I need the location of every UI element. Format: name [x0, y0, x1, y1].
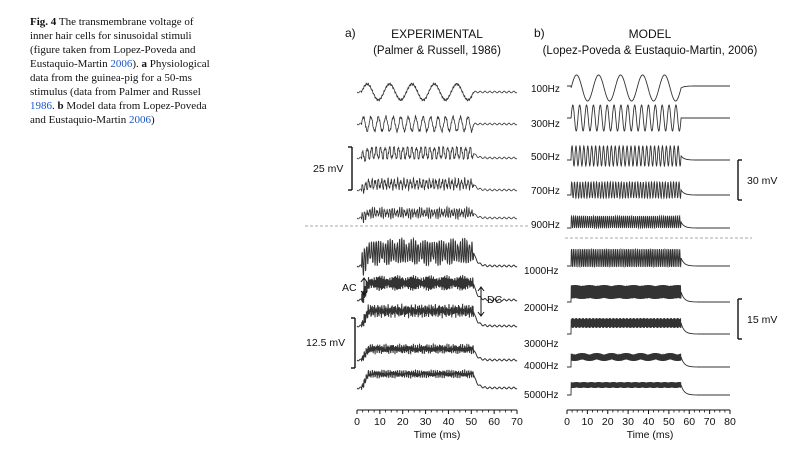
axis-tick-label: 0	[564, 416, 570, 428]
freq-label-900: 900Hz	[531, 220, 560, 231]
experimental-trace-700Hz	[356, 176, 518, 194]
axis-tick-label: 40	[643, 416, 655, 428]
axis-tick-label: 0	[354, 416, 360, 428]
figure-label: Fig. 4	[30, 16, 57, 28]
axis-tick-label: 50	[465, 416, 477, 428]
panel-a-traces	[356, 82, 518, 390]
axis-tick-label: 10	[374, 416, 386, 428]
axis-tick-label: 50	[663, 416, 675, 428]
experimental-trace-900Hz	[356, 205, 518, 223]
caption-text-1: The transmembrane voltage of inner hair …	[30, 16, 196, 70]
panel-a-title: EXPERIMENTAL	[391, 27, 483, 41]
scale-bar-b-top: 30 mV	[737, 159, 777, 201]
axis-tick-label: 10	[582, 416, 594, 428]
dc-annotation: DC	[477, 286, 503, 317]
model-trace-5000Hz	[567, 381, 730, 396]
freq-label-500: 500Hz	[531, 152, 560, 163]
axis-tick-label: 20	[602, 416, 614, 428]
model-trace-1000Hz	[567, 247, 730, 269]
panel-a-subtitle: (Palmer & Russell, 1986)	[373, 45, 501, 57]
panel-a-label: a)	[345, 26, 356, 40]
freq-label-5000: 5000Hz	[524, 390, 558, 401]
axis-tick-label: 30	[622, 416, 634, 428]
experimental-trace-4000Hz	[356, 343, 518, 362]
scale-bar-a-top: 25 mV	[313, 146, 353, 191]
ac-label: AC	[342, 282, 357, 294]
model-trace-500Hz	[567, 144, 730, 168]
caption-a-label: a	[141, 58, 148, 70]
scale-label-a-top: 25 mV	[313, 163, 343, 175]
axis-tick-label: 70	[704, 416, 716, 428]
axis-tick-label: 80	[724, 416, 736, 428]
scale-bar-a-bottom: 12.5 mV	[306, 317, 356, 369]
panel-b-subtitle: (Lopez-Poveda & Eustaquio-Martin, 2006)	[543, 45, 758, 57]
experimental-trace-100Hz	[356, 82, 518, 102]
model-trace-700Hz	[567, 180, 730, 200]
freq-label-3000: 3000Hz	[524, 339, 558, 350]
experimental-trace-2000Hz	[356, 274, 518, 303]
panel-a-x-axis: 0 10 20 30 40 50 60 70	[354, 409, 523, 428]
axis-tick-label: 60	[488, 416, 500, 428]
scale-label-a-bottom: 12.5 mV	[306, 337, 345, 349]
axis-tick-label: 60	[683, 416, 695, 428]
experimental-trace-300Hz	[356, 114, 518, 134]
caption-text-3: Physiological data from the guinea-pig f…	[30, 58, 210, 98]
model-trace-2000Hz	[567, 284, 730, 303]
model-trace-4000Hz	[567, 352, 730, 368]
freq-label-2000: 2000Hz	[524, 303, 558, 314]
freq-label-300: 300Hz	[531, 119, 560, 130]
freq-label-700: 700Hz	[531, 186, 560, 197]
freq-label-1000: 1000Hz	[524, 266, 558, 277]
panel-b-traces	[567, 74, 730, 396]
experimental-trace-3000Hz	[356, 303, 518, 328]
caption-ref-1[interactable]: 2006	[110, 58, 133, 70]
scale-label-b-top: 30 mV	[747, 175, 777, 187]
experimental-trace-500Hz	[356, 145, 518, 162]
panel-a-axis-title: Time (ms)	[414, 429, 461, 441]
caption-text-2: ).	[132, 58, 142, 70]
panel-b-title: MODEL	[629, 27, 672, 41]
freq-label-4000: 4000Hz	[524, 361, 558, 372]
figure-caption: Fig. 4 The transmembrane voltage of inne…	[30, 15, 210, 127]
model-trace-100Hz	[567, 74, 730, 102]
panel-b-x-axis: 0 10 20 30 40 50 60 70 80	[564, 409, 736, 428]
caption-text-4: .	[52, 100, 58, 112]
axis-tick-label: 30	[420, 416, 432, 428]
panel-b-label: b)	[534, 26, 545, 40]
caption-ref-3[interactable]: 2006	[128, 114, 151, 126]
panel-b-axis-title: Time (ms)	[627, 429, 674, 441]
caption-b-label: b	[57, 100, 64, 112]
scale-bar-b-bottom: 15 mV	[737, 298, 777, 340]
model-trace-3000Hz	[567, 317, 730, 335]
caption-ref-2[interactable]: 1986	[30, 100, 52, 112]
dc-label: DC	[487, 294, 503, 306]
experimental-trace-5000Hz	[356, 369, 518, 390]
axis-tick-label: 70	[511, 416, 523, 428]
freq-label-100: 100Hz	[531, 84, 560, 95]
model-trace-900Hz	[567, 214, 730, 230]
axis-tick-label: 20	[397, 416, 409, 428]
experimental-trace-1000Hz	[356, 236, 518, 276]
axis-tick-label: 40	[443, 416, 455, 428]
caption-text-5: Model data from Lopez-Poveda and Eustaqu…	[30, 100, 207, 126]
ac-annotation: AC	[342, 277, 368, 296]
model-trace-300Hz	[567, 104, 730, 132]
caption-text-6: )	[150, 114, 155, 126]
scale-label-b-bottom: 15 mV	[747, 314, 777, 326]
